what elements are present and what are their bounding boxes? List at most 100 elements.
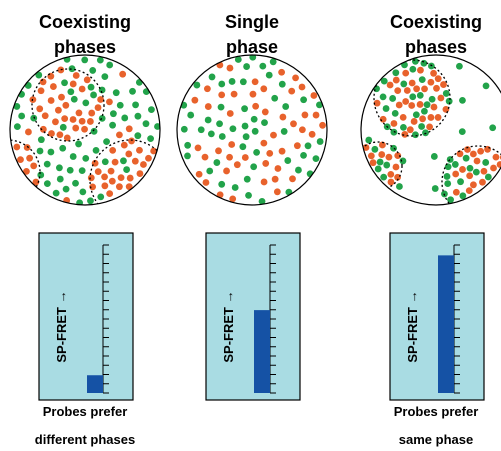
molecule — [412, 111, 420, 119]
molecule — [466, 164, 474, 172]
molecule — [17, 156, 24, 164]
molecule — [479, 178, 486, 186]
molecule — [382, 105, 390, 112]
molecule — [39, 125, 47, 133]
molecule — [58, 93, 65, 101]
gauge-bar — [438, 255, 454, 393]
molecule — [274, 165, 282, 172]
molecule — [193, 81, 201, 89]
molecule — [258, 197, 266, 205]
molecule — [380, 173, 388, 181]
molecule — [206, 167, 214, 175]
molecule — [300, 151, 307, 159]
panel-title: phases — [405, 37, 467, 57]
molecule — [106, 61, 114, 69]
molecule — [129, 87, 136, 95]
membrane — [10, 55, 160, 205]
molecule — [87, 197, 94, 205]
molecule — [391, 109, 399, 117]
molecule — [373, 99, 381, 107]
membrane-outline — [9, 54, 161, 206]
molecule — [430, 153, 438, 160]
molecule — [260, 85, 268, 93]
molecule — [239, 143, 247, 151]
molecule — [271, 94, 279, 102]
molecule — [69, 80, 77, 88]
molecule — [134, 112, 142, 120]
molecule — [136, 170, 144, 177]
molecule — [409, 93, 417, 101]
molecule — [482, 159, 490, 166]
molecule — [23, 144, 31, 151]
molecule — [109, 146, 117, 154]
molecule — [37, 136, 45, 144]
molecule — [362, 144, 370, 151]
molecule — [480, 167, 488, 175]
gauge-box — [38, 232, 134, 401]
molecule — [252, 102, 260, 110]
molecule — [96, 56, 104, 64]
molecule — [371, 145, 379, 153]
molecule — [67, 88, 75, 96]
molecule — [401, 130, 409, 138]
molecule — [201, 153, 209, 161]
molecule — [136, 146, 143, 154]
molecule — [253, 148, 261, 156]
molecule — [390, 128, 398, 136]
molecule — [278, 80, 286, 88]
gauge-label: SP-FRET → — [405, 290, 420, 362]
molecule — [62, 101, 70, 109]
molecule — [243, 175, 251, 183]
molecule — [106, 190, 114, 198]
molecule — [249, 90, 257, 98]
molecule — [464, 146, 471, 153]
molecule — [13, 143, 21, 151]
molecule — [89, 67, 97, 74]
molecule — [308, 130, 316, 138]
molecule — [392, 76, 400, 84]
molecule — [78, 85, 86, 93]
molecule — [301, 111, 309, 119]
molecule — [444, 180, 452, 187]
molecule — [116, 131, 123, 139]
molecule — [94, 104, 102, 111]
molecule — [298, 126, 306, 134]
domain-boundary — [441, 145, 501, 205]
molecule — [403, 87, 411, 94]
molecule — [399, 157, 407, 165]
molecule — [260, 139, 268, 147]
molecule — [278, 68, 286, 76]
molecule — [413, 85, 421, 93]
molecule — [399, 113, 407, 121]
molecule — [273, 188, 281, 196]
molecule — [120, 157, 127, 165]
molecule — [266, 149, 274, 157]
molecule — [459, 192, 467, 200]
molecule — [75, 140, 82, 148]
molecule — [140, 161, 147, 168]
molecule — [417, 66, 424, 74]
molecule — [459, 96, 466, 104]
gauge-box — [205, 232, 301, 401]
membrane — [180, 55, 326, 205]
molecule — [180, 125, 188, 133]
molecule — [300, 96, 308, 104]
molecule — [369, 159, 377, 167]
molecule — [92, 146, 100, 154]
molecule — [392, 163, 400, 171]
molecule — [54, 106, 62, 114]
molecule — [470, 181, 477, 189]
molecule — [145, 154, 152, 162]
molecule — [250, 163, 258, 171]
panel-title: phases — [54, 37, 116, 57]
molecule — [184, 141, 192, 149]
molecule — [365, 136, 373, 144]
molecule — [36, 147, 44, 155]
molecule — [56, 175, 64, 183]
molecule — [423, 101, 431, 109]
molecule — [134, 132, 142, 140]
molecule — [131, 157, 139, 165]
molecule — [242, 133, 250, 141]
molecule — [376, 158, 384, 166]
molecule — [260, 178, 268, 186]
